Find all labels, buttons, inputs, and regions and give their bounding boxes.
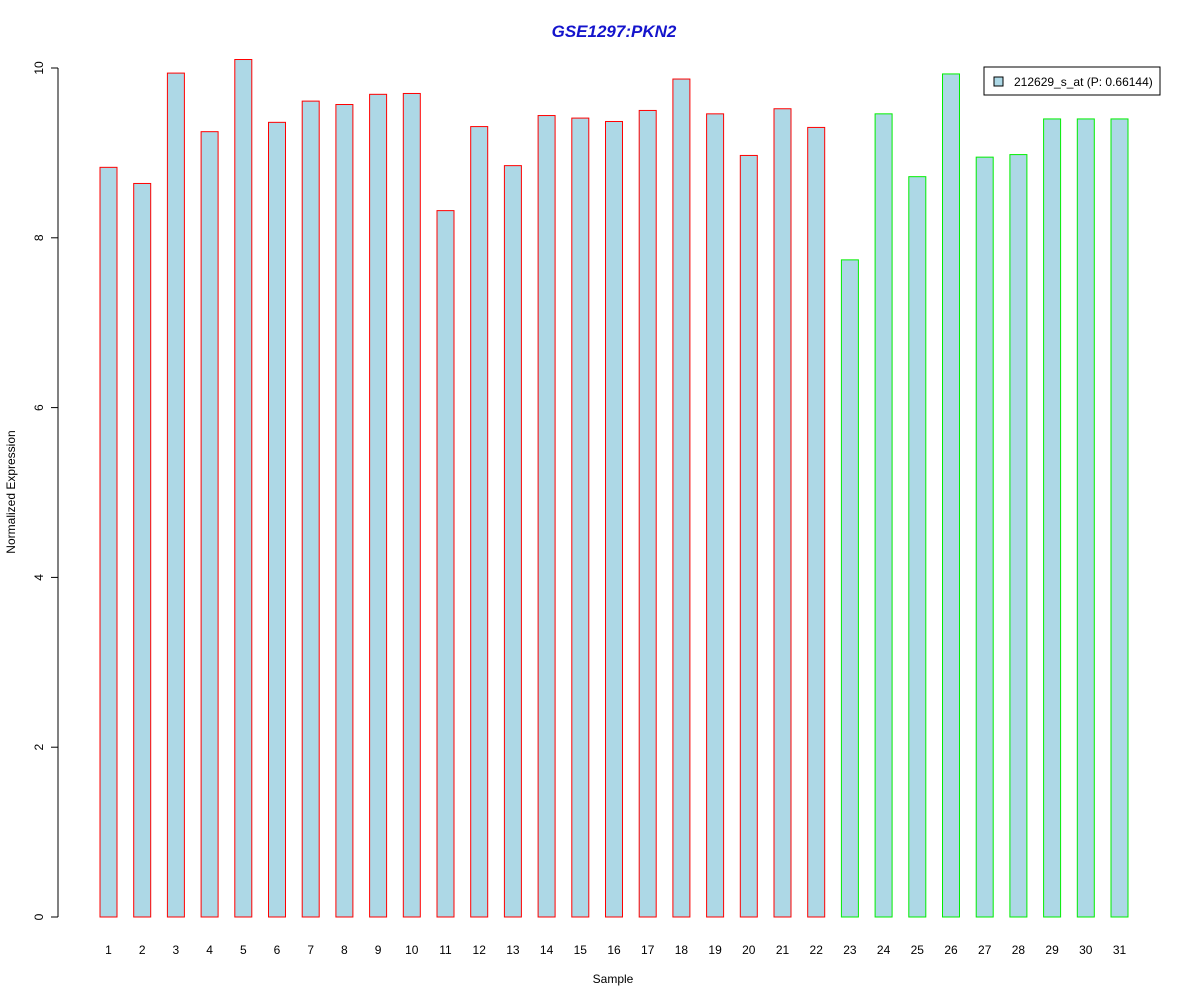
bar (840, 259, 859, 918)
x-tick-label: 5 (240, 943, 247, 957)
bar (739, 154, 758, 918)
bar (402, 92, 421, 918)
x-tick-label: 4 (206, 943, 213, 957)
y-tick-label: 6 (32, 404, 46, 411)
bar (99, 166, 118, 918)
bar (133, 182, 152, 918)
x-tick-label: 7 (307, 943, 314, 957)
x-tick-label: 11 (439, 943, 452, 957)
bar (200, 131, 219, 918)
legend-label: 212629_s_at (P: 0.66144) (1014, 75, 1153, 89)
bar (1043, 118, 1062, 918)
bar (1009, 154, 1028, 918)
bar (470, 126, 489, 918)
bar (874, 113, 893, 918)
legend-box (983, 66, 1161, 96)
x-tick-label: 2 (139, 943, 146, 957)
x-tick-label: 15 (574, 943, 588, 957)
x-tick-label: 12 (473, 943, 487, 957)
bar (773, 108, 792, 918)
bar (1076, 118, 1095, 918)
x-tick-label: 14 (540, 943, 554, 957)
bar (672, 78, 691, 918)
x-tick-label: 22 (810, 943, 824, 957)
y-tick-label: 8 (32, 234, 46, 241)
x-tick-label: 17 (641, 943, 655, 957)
y-tick-label: 4 (32, 574, 46, 581)
bar (369, 93, 388, 918)
x-tick-label: 23 (843, 943, 857, 957)
x-tick-label: 31 (1113, 943, 1127, 957)
legend-swatch (993, 76, 1004, 87)
bar (908, 176, 927, 918)
x-tick-label: 18 (675, 943, 689, 957)
x-tick-label: 27 (978, 943, 992, 957)
y-tick-label: 10 (32, 61, 46, 75)
x-axis-label: Sample (593, 972, 634, 986)
bar (234, 59, 253, 918)
legend: 212629_s_at (P: 0.66144) (983, 66, 1161, 96)
x-tick-label: 24 (877, 943, 891, 957)
x-tick-label: 13 (506, 943, 520, 957)
x-tick-label: 10 (405, 943, 419, 957)
x-tick-label: 9 (375, 943, 382, 957)
bar (1110, 118, 1129, 918)
x-tick-label: 26 (944, 943, 958, 957)
x-tick-label: 3 (173, 943, 180, 957)
x-tick-labels: 1 2 3 4 5 6 7 8 9 10 11 12 13 14 15 16 17 18 19 20 21 22 23 24 2… (105, 943, 1126, 957)
bar (638, 109, 657, 918)
x-tick-label: 28 (1012, 943, 1026, 957)
y-tick-label: 0 (32, 913, 46, 920)
x-tick-label: 6 (274, 943, 281, 957)
x-tick-label: 29 (1045, 943, 1059, 957)
x-tick-label: 1 (105, 943, 112, 957)
bar (537, 115, 556, 918)
bar (268, 121, 286, 918)
x-tick-label: 8 (341, 943, 348, 957)
bar (706, 113, 725, 918)
bar (436, 210, 455, 918)
bar (335, 104, 354, 918)
bar (807, 126, 826, 918)
x-tick-label: 25 (911, 943, 925, 957)
y-axis: 0 2 4 6 8 10 (32, 61, 59, 920)
x-tick-label: 30 (1079, 943, 1093, 957)
chart-title: GSE1297:PKN2 (552, 22, 677, 41)
bar (301, 100, 320, 918)
x-tick-label: 16 (607, 943, 621, 957)
x-tick-label: 19 (708, 943, 722, 957)
x-tick-label: 20 (742, 943, 756, 957)
bar (166, 72, 185, 918)
y-axis-label: Normalized Expression (4, 430, 18, 553)
bar (975, 156, 994, 918)
bar (571, 117, 590, 918)
bar (605, 120, 623, 918)
bar (942, 73, 960, 918)
x-tick-label: 21 (776, 943, 790, 957)
bars-group (99, 59, 1129, 918)
bar (503, 165, 522, 918)
y-tick-label: 2 (32, 744, 46, 751)
